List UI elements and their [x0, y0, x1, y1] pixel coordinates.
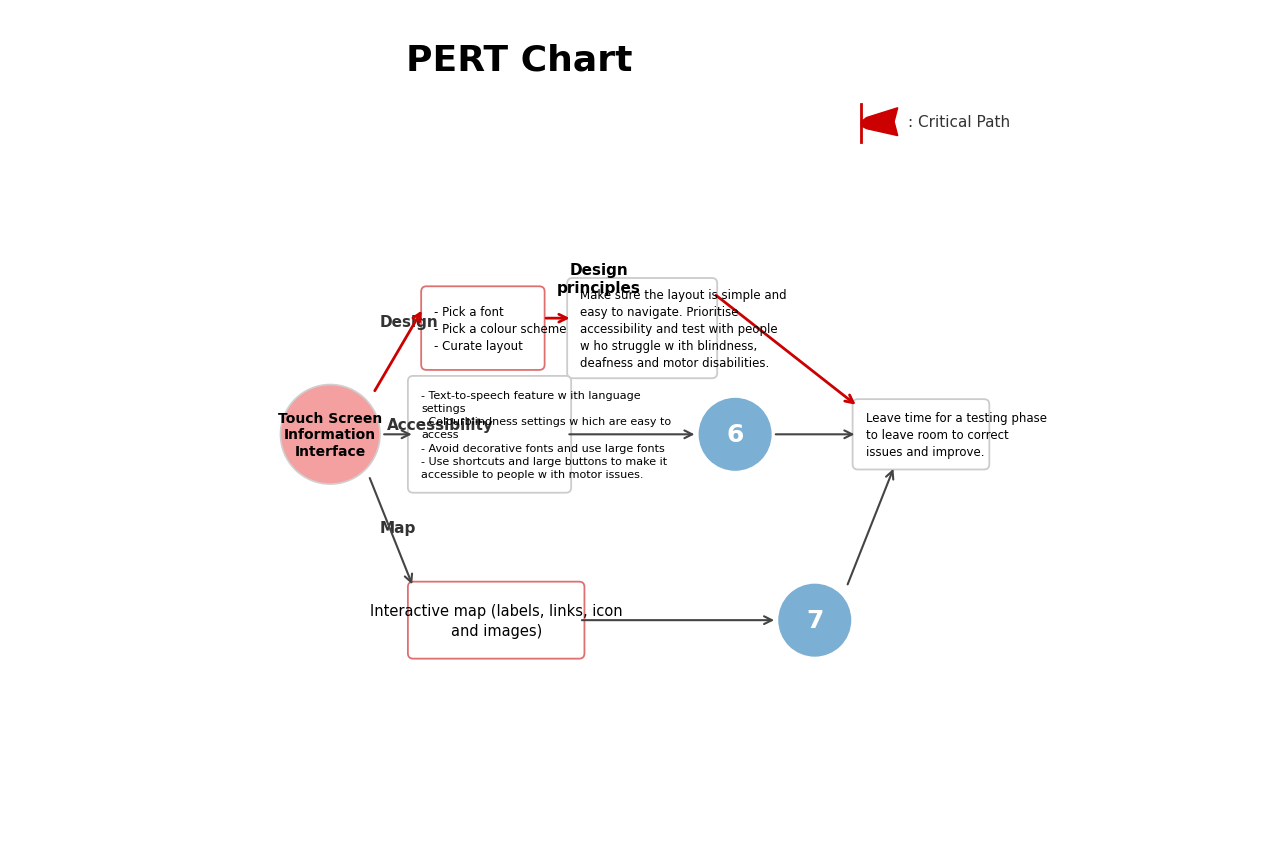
- Text: Touch Screen
Information
Interface: Touch Screen Information Interface: [279, 412, 382, 458]
- Text: Design
principles: Design principles: [557, 263, 641, 295]
- Text: : Critical Path: : Critical Path: [908, 115, 1010, 130]
- Text: Interactive map (labels, links, icon
and images): Interactive map (labels, links, icon and…: [370, 603, 623, 638]
- Text: - Pick a font
- Pick a colour scheme
- Curate layout: - Pick a font - Pick a colour scheme - C…: [434, 306, 567, 352]
- Circle shape: [779, 584, 851, 657]
- Text: 7: 7: [806, 609, 823, 633]
- Text: PERT Chart: PERT Chart: [406, 43, 632, 77]
- Circle shape: [281, 385, 380, 485]
- Polygon shape: [861, 108, 898, 136]
- Text: Map: Map: [380, 520, 417, 536]
- FancyBboxPatch shape: [408, 376, 571, 493]
- Text: Make sure the layout is simple and
easy to navigate. Prioritise
accessibility an: Make sure the layout is simple and easy …: [580, 288, 787, 369]
- FancyBboxPatch shape: [408, 582, 585, 659]
- Text: Accessibility: Accessibility: [386, 418, 494, 432]
- FancyBboxPatch shape: [422, 287, 544, 370]
- FancyBboxPatch shape: [852, 400, 989, 470]
- Text: Design: Design: [380, 314, 439, 330]
- Text: 6: 6: [727, 423, 744, 447]
- Circle shape: [699, 399, 771, 471]
- FancyBboxPatch shape: [567, 279, 718, 379]
- Text: Leave time for a testing phase
to leave room to correct
issues and improve.: Leave time for a testing phase to leave …: [866, 412, 1047, 458]
- Text: - Text-to-speech feature w ith language
settings
- Colourblindness settings w hi: - Text-to-speech feature w ith language …: [422, 390, 671, 480]
